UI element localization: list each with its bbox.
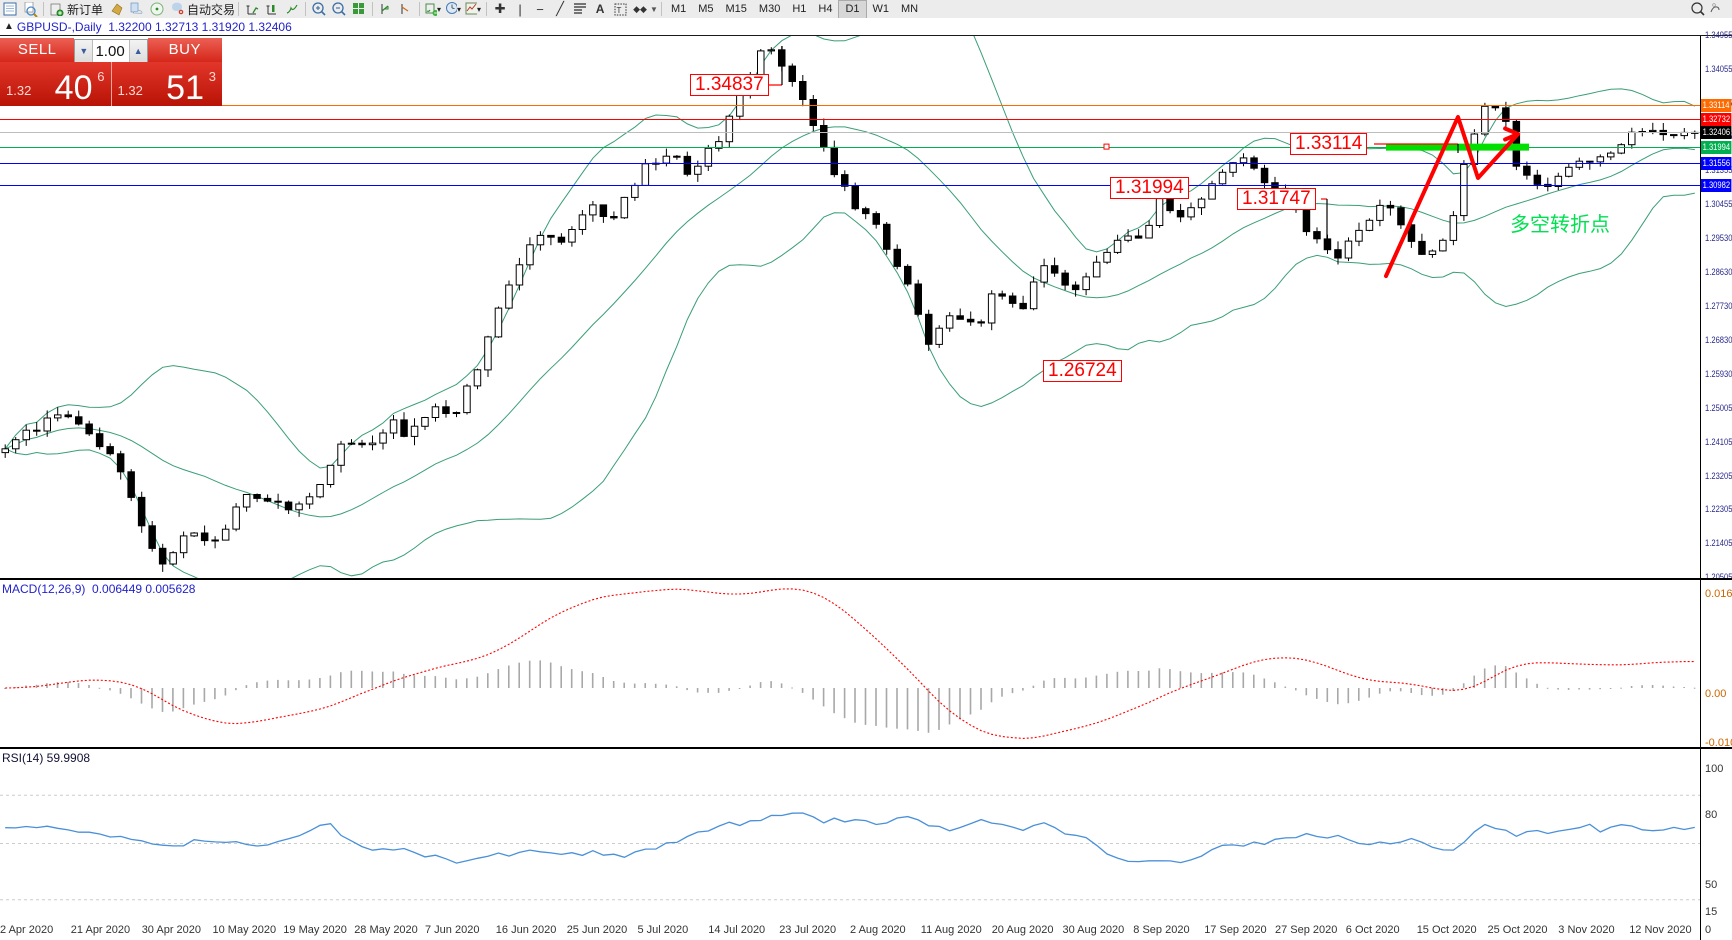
svg-text:T: T xyxy=(616,6,621,15)
